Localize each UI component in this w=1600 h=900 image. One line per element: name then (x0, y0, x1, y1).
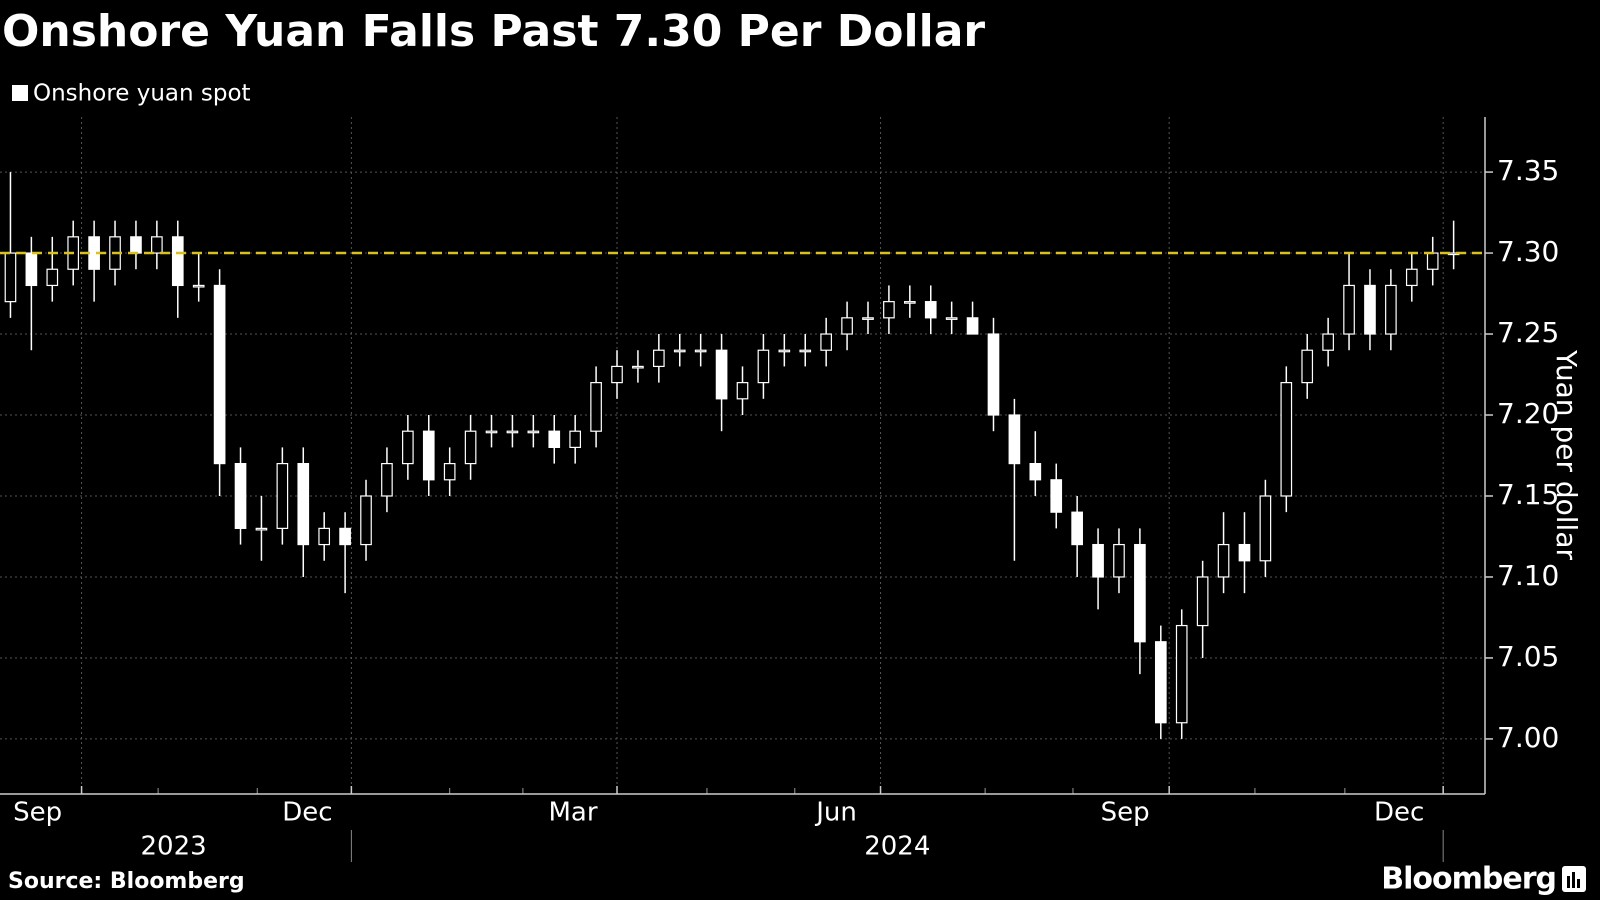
candle-body (1008, 414, 1021, 465)
x-tick-label: Jun (814, 798, 857, 828)
candle-body (151, 236, 163, 254)
candle-body (318, 527, 331, 546)
candle-body (339, 527, 351, 546)
candle-body (255, 527, 268, 531)
candle-body (903, 301, 916, 304)
candle-body (1092, 543, 1104, 578)
candle-body (966, 317, 979, 335)
candle-body (945, 317, 958, 320)
candle-body (171, 236, 184, 287)
brand-icon-bar (1577, 879, 1580, 888)
candle-body (360, 495, 372, 546)
y-tick-label: 7.35 (1497, 154, 1559, 187)
candle-body (1113, 543, 1125, 578)
candle-body (1050, 479, 1063, 513)
candle-body (987, 333, 1000, 416)
y-axis-label: Yuan per dollar (1550, 349, 1583, 560)
candle-body (694, 349, 707, 353)
candle-body (548, 430, 561, 449)
candle-body (130, 236, 142, 254)
x-tick-label: Sep (13, 798, 62, 828)
x-tick-label: Dec (1374, 798, 1424, 828)
candle-body (820, 333, 832, 351)
candle-body (673, 349, 686, 353)
candle-body (46, 268, 59, 287)
candle-body (653, 349, 665, 368)
y-tick-label: 7.05 (1497, 640, 1559, 673)
candle-body (276, 462, 289, 529)
candle-body (883, 301, 895, 319)
y-tick-label: 7.25 (1497, 316, 1559, 349)
candle-body (1238, 543, 1251, 562)
candle-body (1385, 284, 1397, 335)
candle-body (841, 317, 853, 335)
y-tick-label: 7.30 (1497, 235, 1559, 268)
y-tick-label: 7.10 (1497, 559, 1559, 592)
candle-body (485, 430, 498, 434)
brand-icon-bar (1567, 876, 1570, 888)
candle-body (1217, 543, 1230, 578)
candle-body (506, 430, 519, 434)
candle-body (402, 430, 414, 465)
candle-body (590, 382, 602, 432)
brand-icon (1562, 866, 1586, 892)
candle-body (862, 317, 874, 320)
candle-body (192, 284, 205, 288)
candle-body (1071, 511, 1083, 546)
candle-body (1196, 576, 1209, 627)
candle-body (632, 365, 644, 369)
x-tick-label: Dec (282, 798, 332, 828)
legend-label: Onshore yuan spot (33, 81, 251, 107)
candle-body (1134, 543, 1146, 643)
candle-body (1029, 462, 1042, 481)
candle-body (1154, 641, 1167, 724)
candle-body (527, 430, 540, 434)
candle-body (1364, 284, 1376, 335)
candle-body (1322, 333, 1334, 351)
x-tick-label: Sep (1101, 798, 1150, 828)
candle-body (611, 365, 623, 384)
candle-body (464, 430, 477, 465)
y-tick-label: 7.15 (1497, 478, 1559, 511)
year-label: 2023 (141, 832, 207, 862)
candle-body (1343, 284, 1355, 335)
candle-body (297, 462, 310, 546)
candle-body (422, 430, 435, 481)
candle-body (1301, 349, 1314, 384)
candle-body (1175, 624, 1188, 724)
candle-body (924, 301, 937, 319)
y-tick-label: 7.20 (1497, 397, 1559, 430)
year-label: 2024 (864, 832, 930, 862)
candle-body (799, 349, 812, 353)
candle-body (736, 382, 749, 400)
candle-body (1259, 495, 1272, 562)
candle-body (1280, 382, 1293, 497)
candle-body (443, 462, 456, 481)
candle-body (757, 349, 770, 384)
brand: Bloomberg (1381, 862, 1556, 897)
x-tick-label: Mar (548, 798, 597, 828)
candle-body (778, 349, 791, 353)
candle-body (1426, 252, 1439, 270)
candle-body (381, 462, 393, 497)
y-tick-label: 7.00 (1497, 721, 1559, 754)
source: Source: Bloomberg (8, 869, 245, 894)
candle-body (213, 284, 226, 465)
candle-body (234, 462, 247, 529)
candle-body (715, 349, 728, 400)
candle-body (25, 252, 38, 287)
candle-body (4, 252, 17, 303)
candle-body (569, 430, 582, 449)
legend-swatch (12, 85, 28, 101)
candle-body (1405, 268, 1418, 287)
chart-title: Onshore Yuan Falls Past 7.30 Per Dollar (2, 6, 985, 57)
brand-icon-bar (1572, 872, 1575, 888)
